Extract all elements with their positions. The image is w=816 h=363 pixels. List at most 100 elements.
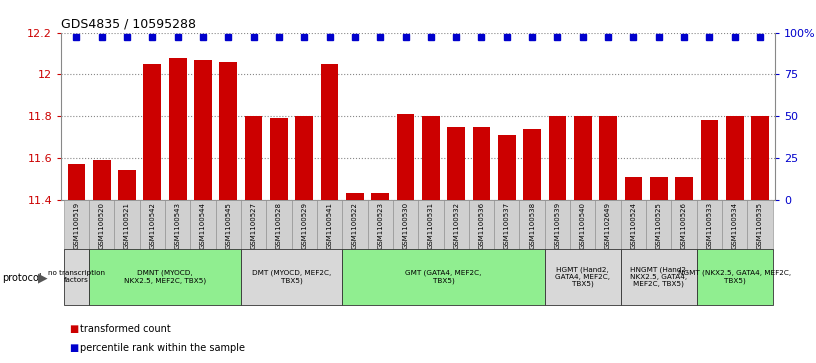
Text: transformed count: transformed count — [80, 323, 171, 334]
Bar — [722, 200, 747, 250]
Bar — [494, 200, 520, 250]
Bar — [447, 127, 465, 200]
Bar — [498, 135, 516, 200]
Bar — [317, 200, 342, 250]
Bar — [342, 200, 367, 250]
Bar — [418, 200, 444, 250]
Bar — [747, 200, 773, 250]
Text: GSM1100540: GSM1100540 — [580, 202, 586, 249]
Text: GSM1100544: GSM1100544 — [200, 202, 206, 249]
Bar — [144, 64, 162, 200]
Text: GSM1100519: GSM1100519 — [73, 202, 79, 249]
Text: HNGMT (Hand2,
NKX2.5, GATA4,
MEF2C, TBX5): HNGMT (Hand2, NKX2.5, GATA4, MEF2C, TBX5… — [630, 266, 688, 287]
Bar — [472, 127, 490, 200]
Text: GSM1100522: GSM1100522 — [352, 202, 358, 249]
Bar — [140, 200, 165, 250]
Text: NGMT (NKX2.5, GATA4, MEF2C,
TBX5): NGMT (NKX2.5, GATA4, MEF2C, TBX5) — [678, 270, 792, 284]
Text: GDS4835 / 10595288: GDS4835 / 10595288 — [61, 17, 196, 30]
Text: GSM1100526: GSM1100526 — [681, 202, 687, 249]
Text: percentile rank within the sample: percentile rank within the sample — [80, 343, 245, 354]
Bar — [392, 200, 418, 250]
Bar — [621, 249, 697, 305]
Text: GSM1100523: GSM1100523 — [377, 202, 384, 249]
Text: GSM1100520: GSM1100520 — [99, 202, 104, 249]
Bar — [89, 249, 241, 305]
Text: GSM1100545: GSM1100545 — [225, 202, 231, 249]
Text: GSM1100541: GSM1100541 — [326, 202, 333, 249]
Text: GMT (GATA4, MEF2C,
TBX5): GMT (GATA4, MEF2C, TBX5) — [406, 270, 481, 284]
Text: GSM1100521: GSM1100521 — [124, 202, 130, 249]
Bar — [548, 116, 566, 200]
Bar — [752, 116, 769, 200]
Bar — [241, 200, 266, 250]
Text: GSM1100531: GSM1100531 — [428, 202, 434, 249]
Text: GSM1100537: GSM1100537 — [503, 202, 510, 249]
Text: GSM1100535: GSM1100535 — [757, 202, 763, 249]
Bar — [545, 249, 621, 305]
Bar — [574, 116, 592, 200]
Bar — [675, 177, 693, 200]
Bar — [523, 129, 541, 200]
Bar — [118, 171, 136, 200]
Bar — [570, 200, 596, 250]
Bar — [367, 200, 392, 250]
Text: GSM1100538: GSM1100538 — [529, 202, 535, 249]
Text: GSM1100524: GSM1100524 — [631, 202, 636, 249]
Bar — [291, 200, 317, 250]
Bar — [89, 200, 114, 250]
Bar — [64, 200, 89, 250]
Bar — [194, 60, 212, 200]
Bar — [469, 200, 494, 250]
Text: HGMT (Hand2,
GATA4, MEF2C,
TBX5): HGMT (Hand2, GATA4, MEF2C, TBX5) — [555, 266, 610, 287]
Bar — [270, 118, 288, 200]
Text: GSM1100539: GSM1100539 — [554, 202, 561, 249]
Bar — [220, 62, 237, 200]
Text: no transcription
factors: no transcription factors — [48, 270, 105, 283]
Bar — [672, 200, 697, 250]
Bar — [241, 249, 342, 305]
Bar — [697, 249, 773, 305]
Text: GSM1100528: GSM1100528 — [276, 202, 282, 249]
Text: DMNT (MYOCD,
NKX2.5, MEF2C, TBX5): DMNT (MYOCD, NKX2.5, MEF2C, TBX5) — [124, 270, 206, 284]
Bar — [321, 64, 339, 200]
Bar — [346, 193, 364, 200]
Bar — [165, 200, 190, 250]
Text: GSM1100536: GSM1100536 — [478, 202, 485, 249]
Bar — [114, 200, 140, 250]
Bar — [215, 200, 241, 250]
Bar — [596, 200, 621, 250]
Text: GSM1102649: GSM1102649 — [605, 202, 611, 249]
Bar — [64, 249, 89, 305]
Text: GSM1100543: GSM1100543 — [175, 202, 180, 249]
Bar — [599, 116, 617, 200]
Bar — [650, 177, 667, 200]
Bar — [371, 193, 389, 200]
Text: GSM1100529: GSM1100529 — [301, 202, 308, 249]
Bar — [725, 116, 743, 200]
Text: GSM1100532: GSM1100532 — [453, 202, 459, 249]
Bar — [545, 200, 570, 250]
Text: ■: ■ — [69, 343, 78, 354]
Bar — [422, 116, 440, 200]
Bar — [624, 177, 642, 200]
Bar — [169, 58, 187, 200]
Bar — [397, 114, 415, 200]
Bar — [266, 200, 291, 250]
Text: GSM1100533: GSM1100533 — [707, 202, 712, 249]
Text: GSM1100525: GSM1100525 — [656, 202, 662, 249]
Bar — [68, 164, 85, 200]
Bar — [245, 116, 263, 200]
Bar — [444, 200, 469, 250]
Bar — [520, 200, 545, 250]
Bar — [646, 200, 672, 250]
Bar — [190, 200, 215, 250]
Text: ■: ■ — [69, 323, 78, 334]
Text: GSM1100530: GSM1100530 — [402, 202, 409, 249]
Bar — [342, 249, 545, 305]
Text: GSM1100534: GSM1100534 — [732, 202, 738, 249]
Bar — [295, 116, 313, 200]
Bar — [700, 121, 718, 200]
Text: DMT (MYOCD, MEF2C,
TBX5): DMT (MYOCD, MEF2C, TBX5) — [252, 270, 331, 284]
Bar — [621, 200, 646, 250]
Text: GSM1100527: GSM1100527 — [251, 202, 256, 249]
